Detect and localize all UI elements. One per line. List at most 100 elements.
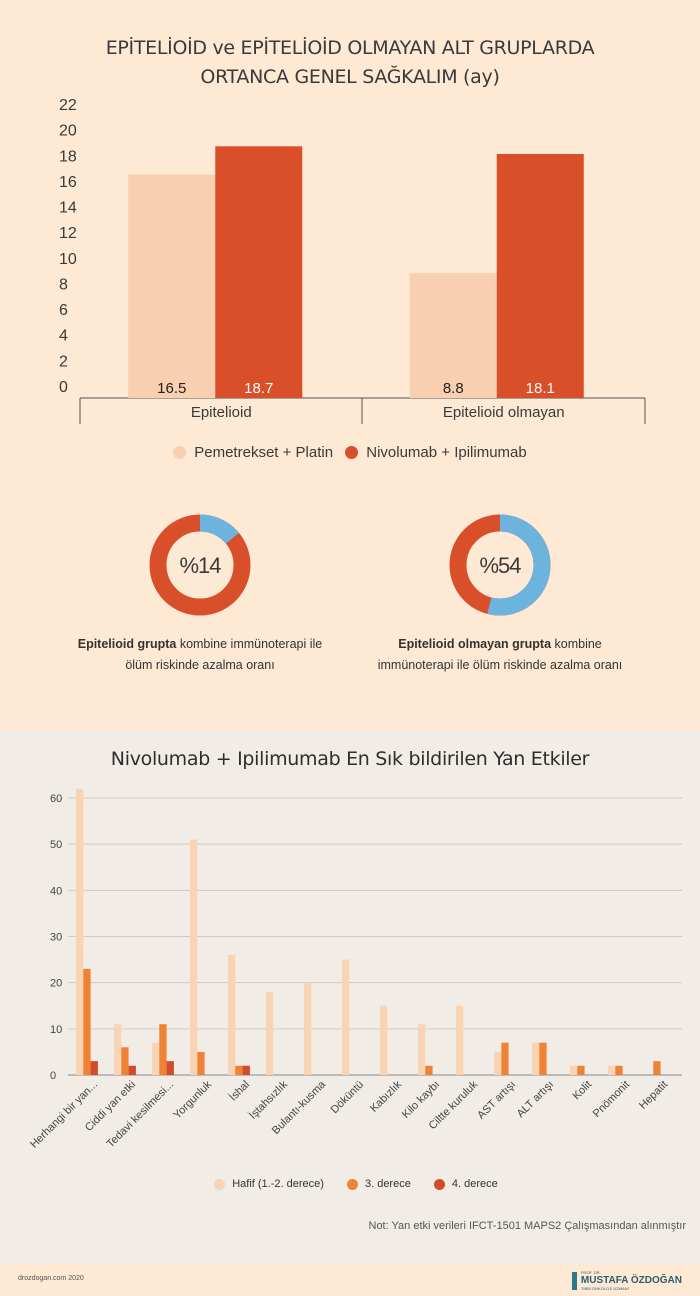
bar-4-derece xyxy=(242,1065,250,1075)
bar-3-derece xyxy=(539,1042,547,1075)
legend-label-pemetrekset: Pemetrekset + Platin xyxy=(194,444,334,461)
x-category-label: Epitelioid xyxy=(191,404,252,421)
legend-item-3-derece: 3. derece xyxy=(335,1178,411,1190)
y-tick-label: 40 xyxy=(50,885,62,897)
x-category-label: Kabızlık xyxy=(368,1078,405,1115)
bar-hafif xyxy=(342,959,350,1075)
survival-title-line1: EPİTELİOİD ve EPİTELİOİD OLMAYAN ALT GRU… xyxy=(105,37,595,59)
donut-caption-epitelioid-olmayan: Epitelioid olmayan grupta kombine immüno… xyxy=(375,634,625,676)
donut-caption-epitelioid: Epitelioid grupta kombine immünoterapi i… xyxy=(75,634,325,676)
bar-3-derece xyxy=(159,1024,167,1075)
legend-swatch-nivolumab xyxy=(345,446,359,459)
logo-mark-icon xyxy=(571,1271,577,1290)
data-source-note: Not: Yan etki verileri IFCT-1501 MAPS2 Ç… xyxy=(368,1220,687,1232)
middle-panel xyxy=(0,730,700,1263)
bar-hafif xyxy=(570,1065,578,1075)
x-category-label: Kolit xyxy=(570,1079,594,1103)
legend-item-4-derece: 4. derece xyxy=(422,1178,498,1190)
x-category-label: İshal xyxy=(226,1078,252,1104)
legend-label-4-derece: 4. derece xyxy=(451,1178,498,1190)
logo-text-block: PROF. DR. MUSTAFA ÖZDOĞAN TIBBİ ONKOLOJİ… xyxy=(581,1270,682,1291)
bar-value-label: 18.1 xyxy=(526,380,555,397)
caption-bold-epitelioid: Epitelioid grupta xyxy=(77,637,177,651)
caption-text-epitelioid-olmayan: kombine immünoterapi ile ölüm riskinde a… xyxy=(377,637,623,672)
bar-hafif xyxy=(494,1051,502,1075)
caption-bold-epitelioid-olmayan: Epitelioid olmayan grupta xyxy=(398,637,552,651)
x-category-label: AST artışı xyxy=(475,1079,518,1122)
bar-3-derece xyxy=(653,1061,661,1075)
x-category-label: Herhangi bir yan... xyxy=(28,1079,100,1151)
survival-title-line2: ORTANCA GENEL SAĞKALIM (ay) xyxy=(200,66,500,88)
y-tick-label: 0 xyxy=(50,1070,56,1082)
bar-3-derece xyxy=(501,1042,509,1075)
survival-legend: Pemetrekset + Platin Nivolumab + Ipilimu… xyxy=(0,444,700,463)
legend-label-hafif: Hafif (1.-2. derece) xyxy=(232,1178,324,1190)
y-tick-label: 6 xyxy=(59,302,68,319)
bar-3-derece xyxy=(83,968,91,1075)
bar-4-derece xyxy=(90,1061,98,1075)
x-category-label: Hepatit xyxy=(637,1079,670,1112)
y-tick-label: 8 xyxy=(59,276,68,293)
legend-item-hafif: Hafif (1.-2. derece) xyxy=(202,1178,324,1190)
bar-3-derece xyxy=(121,1047,129,1075)
bar-hafif xyxy=(152,1042,160,1075)
bar-3-derece xyxy=(615,1065,623,1075)
bar-4-derece xyxy=(128,1065,136,1075)
bar-value-label: 18.7 xyxy=(244,380,273,397)
y-tick-label: 12 xyxy=(59,225,77,242)
donut-value-epitelioid: %14 xyxy=(179,553,221,578)
legend-label-3-derece: 3. derece xyxy=(364,1178,411,1190)
y-tick-label: 10 xyxy=(59,251,77,268)
y-tick-label: 22 xyxy=(59,97,77,114)
bar-hafif xyxy=(228,954,236,1075)
bar-hafif xyxy=(418,1024,426,1075)
y-tick-label: 0 xyxy=(59,379,68,396)
footer-panel xyxy=(0,1263,700,1296)
legend-swatch-3-derece xyxy=(346,1178,358,1190)
logo: PROF. DR. MUSTAFA ÖZDOĞAN TIBBİ ONKOLOJİ… xyxy=(571,1270,682,1291)
y-tick-label: 18 xyxy=(59,148,77,165)
y-tick-label: 2 xyxy=(59,353,68,370)
bar-hafif xyxy=(76,788,84,1075)
bar-nivolumab xyxy=(496,153,584,398)
y-tick-label: 16 xyxy=(59,174,77,191)
bar-value-label: 16.5 xyxy=(157,380,186,397)
legend-item-nivolumab: Nivolumab + Ipilimumab xyxy=(345,444,527,461)
survival-chart-title: EPİTELİOİD ve EPİTELİOİD OLMAYAN ALT GRU… xyxy=(0,34,700,92)
x-category-label: Epitelioid olmayan xyxy=(443,404,565,421)
y-tick-label: 50 xyxy=(50,839,62,851)
side-effects-legend: Hafif (1.-2. derece) 3. derece 4. derece xyxy=(0,1178,700,1193)
bar-3-derece xyxy=(425,1065,433,1075)
bar-hafif xyxy=(266,991,274,1075)
bar-pemetrekset xyxy=(409,273,497,398)
logo-small-top: PROF. DR. xyxy=(580,1270,601,1275)
y-tick-label: 20 xyxy=(59,123,77,140)
bar-hafif xyxy=(532,1042,540,1075)
y-tick-label: 30 xyxy=(50,932,62,944)
x-category-label: ALT artışı xyxy=(515,1079,556,1120)
legend-label-nivolumab: Nivolumab + Ipilimumab xyxy=(366,444,527,461)
bar-hafif xyxy=(304,982,312,1075)
caption-text-epitelioid: kombine immünoterapi ile ölüm riskinde a… xyxy=(125,637,323,672)
bar-4-derece xyxy=(166,1061,174,1075)
logo-small-bottom: TIBBİ ONKOLOJİ UZMANI xyxy=(580,1286,629,1291)
y-tick-label: 14 xyxy=(59,200,77,217)
bar-hafif xyxy=(380,1005,388,1075)
x-category-label: Döküntü xyxy=(329,1079,366,1116)
bar-value-label: 8.8 xyxy=(443,380,464,397)
bar-3-derece xyxy=(235,1065,243,1075)
y-tick-label: 20 xyxy=(50,978,62,990)
bar-hafif xyxy=(456,1005,464,1075)
bar-hafif xyxy=(114,1024,122,1075)
legend-swatch-4-derece xyxy=(433,1178,445,1190)
legend-item-pemetrekset: Pemetrekset + Platin xyxy=(173,444,333,461)
bar-hafif xyxy=(608,1065,616,1075)
y-tick-label: 10 xyxy=(50,1024,62,1036)
bar-pemetrekset xyxy=(128,174,216,398)
logo-name: MUSTAFA ÖZDOĞAN xyxy=(580,1275,682,1286)
x-category-label: Pnömonit xyxy=(591,1079,632,1120)
donut-value-epitelioid-olmayan: %54 xyxy=(479,553,521,578)
survival-bar-chart: 0 2 4 6 8 10 12 14 16 18 20 22 16.5 18.7 Epitelioid 8.8… xyxy=(59,97,646,424)
y-tick-label: 4 xyxy=(59,328,68,345)
